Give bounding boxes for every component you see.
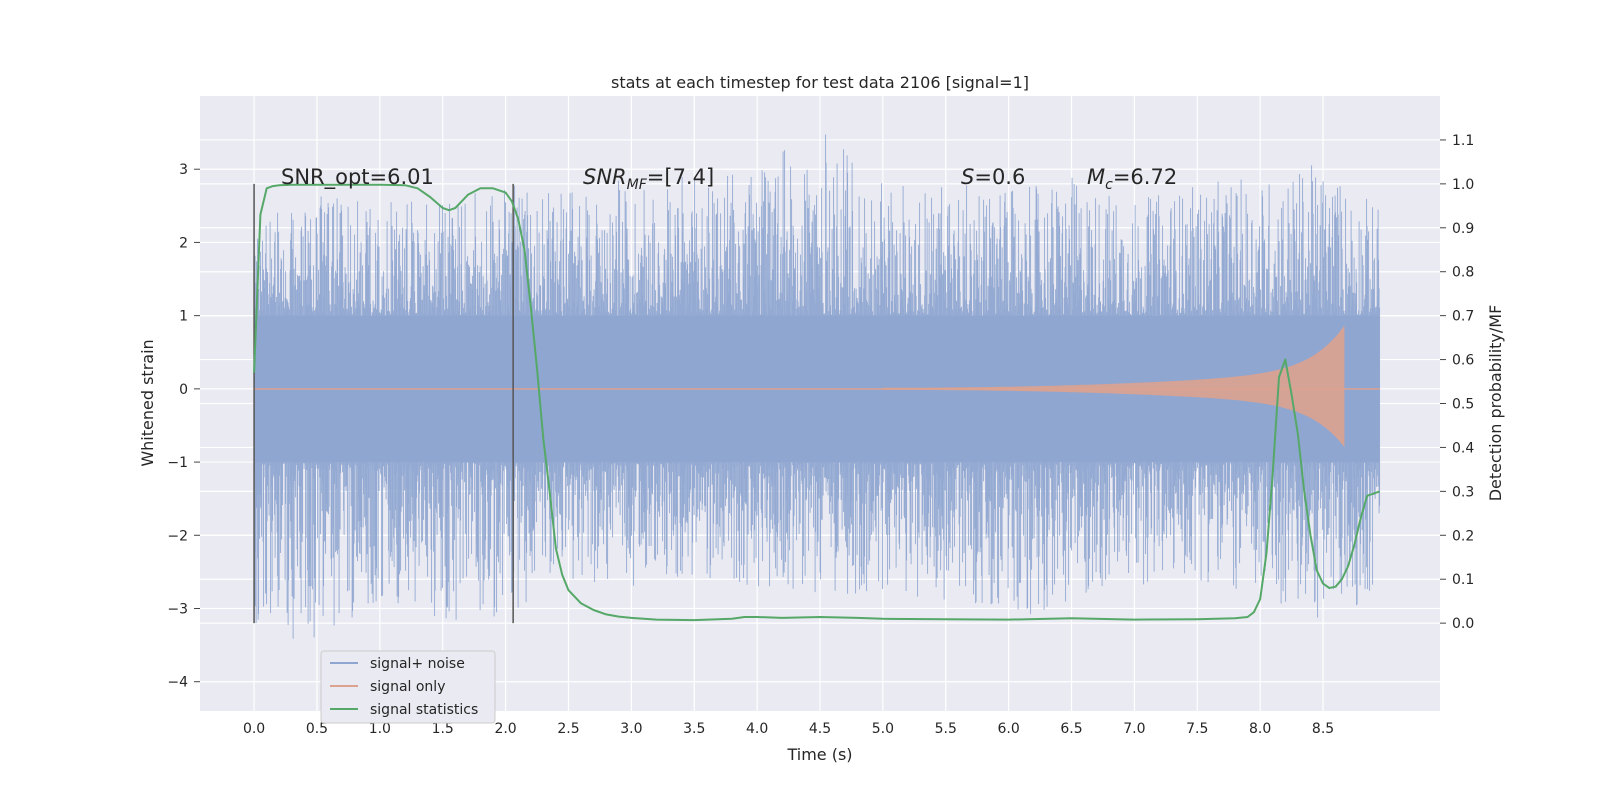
annotation-snr-opt: SNR_opt=6.01 xyxy=(281,165,434,190)
y2-axis-ticks: 1.1 1.0 0.9 0.8 0.7 0.6 0.5 0.4 0.3 0.2 0.1 0.0 xyxy=(1440,133,1474,632)
annotation-snr-mf: SNRMF=[7.4] xyxy=(583,165,714,193)
y-tick-label: 3 xyxy=(179,162,188,178)
chart-title: stats at each timestep for test data 210… xyxy=(611,73,1029,92)
y2-tick-label: 0.8 xyxy=(1452,265,1474,281)
y2-tick-label: 1.0 xyxy=(1452,177,1474,193)
y2-tick-label: 0.7 xyxy=(1452,309,1474,325)
y-tick-label: 2 xyxy=(179,235,188,251)
series-signal-only xyxy=(254,325,1380,448)
x-tick-label: 0.0 xyxy=(243,721,265,737)
series-signal-statistics xyxy=(253,183,1380,622)
annotation-s: S=0.6 xyxy=(961,165,1025,189)
x-tick-label: 1.5 xyxy=(432,721,454,737)
y2-tick-label: 0.6 xyxy=(1452,353,1474,369)
s-main: S xyxy=(961,165,974,189)
legend-label-stats: signal statistics xyxy=(370,702,478,718)
x-tick-label: 2.0 xyxy=(494,721,516,737)
vertical-markers xyxy=(253,183,514,624)
y2-tick-label: 0.2 xyxy=(1452,528,1474,544)
x-tick-label: 5.0 xyxy=(872,721,894,737)
x-tick-label: 7.5 xyxy=(1186,721,1208,737)
y2-tick-label: 0.9 xyxy=(1452,221,1474,237)
x-tick-label: 8.5 xyxy=(1312,721,1334,737)
s-value: =0.6 xyxy=(974,165,1025,189)
y-axis-label: Whitened strain xyxy=(138,339,157,466)
mc-value: =6.72 xyxy=(1113,165,1177,189)
x-axis-label: Time (s) xyxy=(786,745,852,764)
y2-tick-label: 0.0 xyxy=(1452,616,1474,632)
y2-axis-label: Detection probability/MF xyxy=(1486,305,1505,502)
y2-tick-label: 0.4 xyxy=(1452,440,1474,456)
mc-main: M xyxy=(1087,165,1105,189)
y-tick-label: −2 xyxy=(167,528,188,544)
x-tick-label: 2.5 xyxy=(557,721,579,737)
x-tick-label: 5.5 xyxy=(935,721,957,737)
x-axis-ticks: 0.0 0.5 1.0 1.5 2.0 2.5 3.0 3.5 4.0 4.5 5.0 5.5 6.0 6… xyxy=(243,721,1334,737)
y2-tick-label: 1.1 xyxy=(1452,133,1474,149)
x-tick-label: 1.0 xyxy=(369,721,391,737)
legend: signal+ noise signal only signal statist… xyxy=(320,650,496,724)
legend-label-signal: signal only xyxy=(370,679,445,695)
x-tick-label: 0.5 xyxy=(306,721,328,737)
y-axis-ticks: 3 2 1 0 −1 −2 −3 −4 xyxy=(167,162,200,691)
y-tick-label: −1 xyxy=(167,455,188,471)
x-tick-label: 3.5 xyxy=(683,721,705,737)
snr-mf-sub: MF xyxy=(627,177,648,193)
y-tick-label: −4 xyxy=(167,675,188,691)
x-tick-label: 7.0 xyxy=(1123,721,1145,737)
mc-sub: c xyxy=(1105,177,1113,193)
y-tick-label: −3 xyxy=(167,602,188,618)
x-tick-label: 6.0 xyxy=(998,721,1020,737)
snr-mf-main: SNR xyxy=(583,165,627,189)
x-tick-label: 3.0 xyxy=(620,721,642,737)
y2-tick-label: 0.3 xyxy=(1452,484,1474,500)
y-tick-label: 0 xyxy=(179,382,188,398)
y2-tick-label: 0.5 xyxy=(1452,397,1474,413)
x-tick-label: 4.0 xyxy=(746,721,768,737)
y-tick-label: 1 xyxy=(179,309,188,325)
statistics-line xyxy=(253,183,1380,622)
x-tick-label: 8.0 xyxy=(1249,721,1271,737)
legend-box xyxy=(320,650,496,724)
x-tick-label: 4.5 xyxy=(809,721,831,737)
snr-mf-value: =[7.4] xyxy=(647,165,714,189)
x-tick-label: 6.5 xyxy=(1060,721,1082,737)
signal-chirp xyxy=(882,325,1345,448)
legend-label-noise: signal+ noise xyxy=(370,656,465,672)
y2-tick-label: 0.1 xyxy=(1452,572,1474,588)
annotation-mc: Mc=6.72 xyxy=(1087,165,1177,193)
